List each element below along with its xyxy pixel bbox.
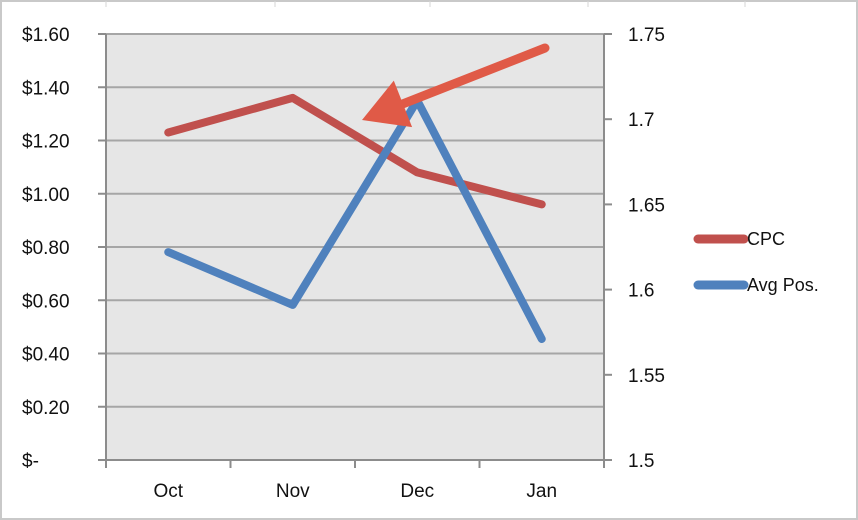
y-left-tick-label: $0.80 [22,238,70,259]
y-left-tick-label: $0.20 [22,398,70,419]
y-right-tick-label: 1.55 [628,366,665,387]
y-right-tick-label: 1.6 [628,281,654,302]
y-left-tick-label: $- [22,451,39,472]
y-left-tick-label: $0.60 [22,291,70,312]
legend-label: Avg Pos. [747,275,819,295]
legend-label: CPC [747,229,785,249]
x-tick-label: Oct [153,481,183,502]
annotation-arrow-head [362,80,413,128]
y-right-tick-label: 1.5 [628,451,654,472]
series-line-avg-pos [164,96,546,343]
series-line-cpc [164,93,546,209]
y-left-tick-label: $1.60 [22,25,70,46]
x-tick-label: Dec [400,481,434,502]
y-right-tick-label: 1.75 [628,25,665,46]
y-left-tick-label: $1.20 [22,132,70,153]
x-tick-label: Jan [526,481,557,502]
x-tick-label: Nov [276,481,310,502]
y-right-tick-label: 1.65 [628,195,665,216]
y-left-tick-label: $0.40 [22,345,70,366]
annotation-arrow-shaft [394,43,550,110]
y-left-tick-label: $1.40 [22,78,70,99]
y-right-tick-label: 1.7 [628,110,654,131]
y-left-tick-label: $1.00 [22,185,70,206]
